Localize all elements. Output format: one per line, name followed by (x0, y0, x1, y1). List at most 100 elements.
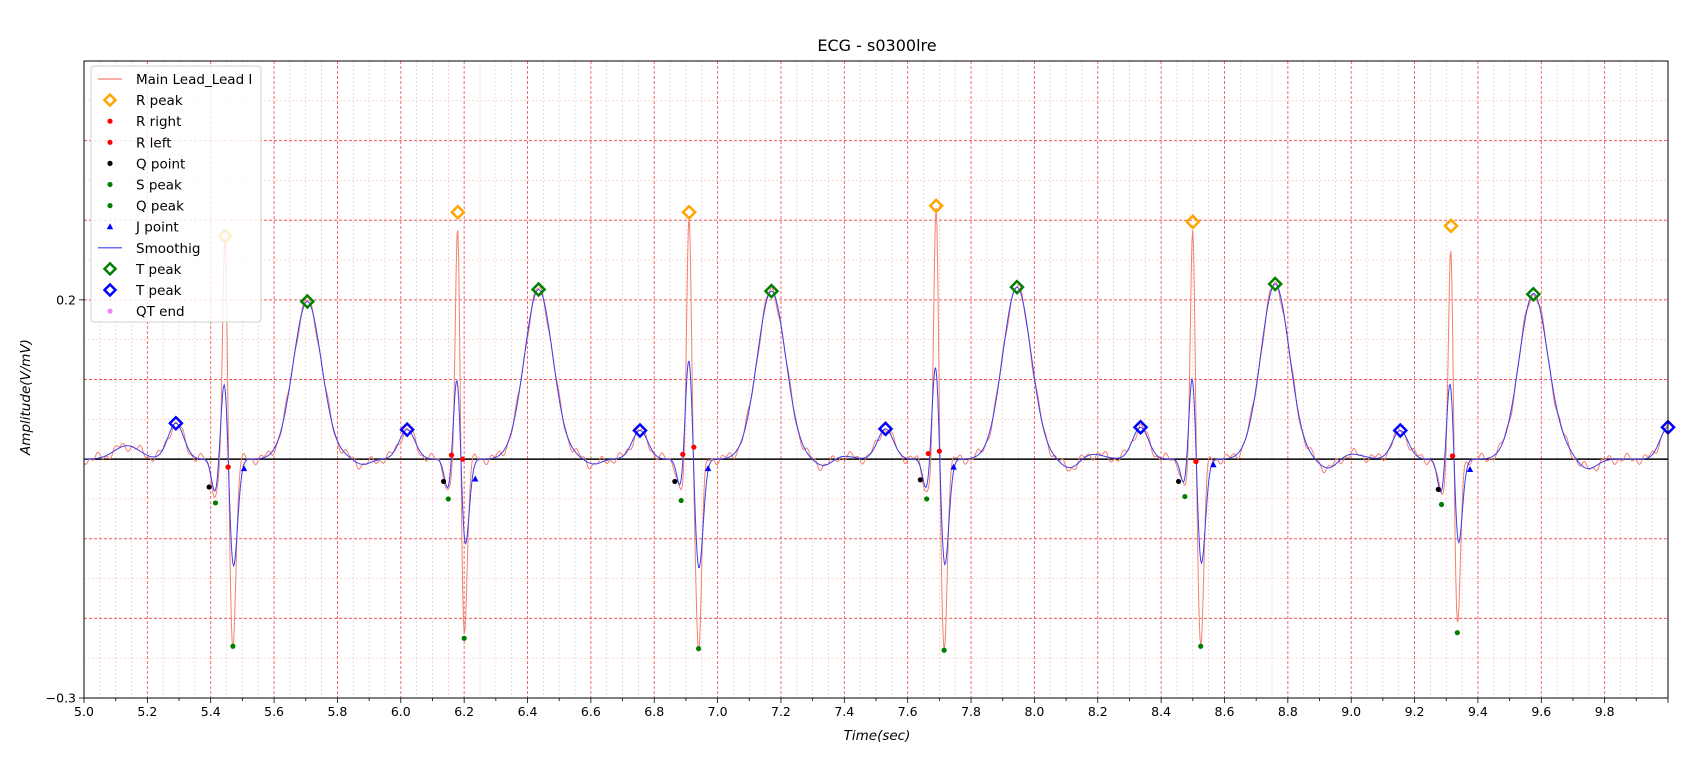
x-tick-label: 5.0 (74, 704, 94, 719)
x-tick-label: 5.2 (137, 704, 157, 719)
t-peak-marker-blue (1392, 422, 1409, 439)
x-tick-label: 9.8 (1595, 704, 1615, 719)
t-peak-marker-blue (1132, 419, 1149, 436)
s-peak-marker (1198, 643, 1204, 649)
legend-label: S peak (136, 178, 182, 194)
r-right-marker (691, 444, 697, 450)
q-peak-marker (212, 500, 219, 506)
r-left-marker (925, 450, 931, 457)
legend-label: Main Lead_Lead I (136, 72, 252, 88)
t-peak-marker-green (299, 293, 316, 310)
grid (83, 60, 1669, 699)
s-peak-marker (1454, 630, 1460, 636)
legend-label: QT end (136, 304, 185, 320)
legend-label: T peak (135, 283, 182, 299)
x-tick-label: 7.0 (708, 704, 728, 719)
legend-dot-swatch (107, 160, 113, 166)
x-tick-label: 7.8 (961, 704, 981, 719)
legend-box (90, 65, 262, 323)
x-tick-label: 9.6 (1531, 704, 1551, 719)
axes: 5.0 5.2 5.4 5.6 5.8 6.0 6.2 6.4 6.6 6.8 7.0 7.2 7.4 7… (46, 60, 1669, 719)
r-peak-marker (450, 204, 466, 221)
x-tick-label: 9.2 (1405, 704, 1425, 719)
x-tick-label: 6.2 (454, 704, 474, 719)
x-tick-label: 7.2 (771, 704, 791, 719)
legend-dot-swatch (107, 139, 113, 145)
r-peak-marker (681, 204, 697, 221)
t-peak-marker-blue (168, 415, 184, 432)
marker-layer (168, 198, 1676, 653)
legend-label: J point (135, 220, 179, 236)
legend-label: R left (136, 135, 172, 151)
s-peak-marker (941, 647, 947, 653)
t-peak-marker-green (763, 283, 780, 299)
r-right-marker (936, 448, 942, 454)
j-point-marker (1210, 461, 1217, 468)
legend-label: R right (136, 114, 181, 130)
q-point-marker (1435, 486, 1441, 492)
y-tick-label: −0.3 (46, 691, 76, 706)
x-tick-label: 9.4 (1468, 704, 1488, 719)
q-peak-marker (924, 496, 930, 502)
j-point-marker (704, 465, 712, 472)
q-point-marker (440, 478, 447, 485)
r-right-marker (1193, 458, 1199, 465)
x-tick-label: 6.4 (518, 704, 538, 719)
legend-dot-swatch (107, 308, 113, 314)
legend-label: R peak (136, 93, 183, 109)
x-axis-label: Time(sec) (844, 728, 911, 744)
x-tick-label: 8.2 (1088, 704, 1108, 719)
r-left-marker (448, 452, 455, 458)
legend-diamond-swatch (102, 261, 118, 277)
t-peak-marker-green (1267, 276, 1283, 292)
r-peak-marker (928, 198, 944, 214)
t-peak-marker-green (1009, 279, 1025, 295)
q-point-marker (206, 484, 212, 490)
j-point-marker (472, 475, 479, 482)
legend-triangle-swatch (106, 223, 114, 230)
q-point-marker (1175, 478, 1182, 485)
r-right-marker (225, 464, 231, 470)
t-peak-marker-blue (632, 422, 648, 439)
q-peak-marker (678, 497, 684, 504)
legend-diamond-swatch (102, 92, 118, 108)
legend-dot-swatch (107, 118, 113, 124)
x-tick-label: 8.0 (1024, 704, 1044, 719)
x-tick-label: 8.4 (1151, 704, 1171, 719)
t-peak-marker-blue (399, 421, 415, 438)
x-tick-label: 5.8 (327, 704, 347, 719)
legend-label: Q peak (136, 199, 184, 215)
x-tick-label: 5.6 (264, 704, 284, 719)
q-peak-marker (1438, 501, 1445, 508)
s-peak-marker (230, 643, 236, 649)
q-peak-marker (445, 496, 451, 502)
x-tick-label: 8.6 (1215, 704, 1235, 719)
j-point-marker (950, 463, 957, 470)
q-peak-marker (1182, 493, 1188, 500)
chart-title: ECG - s0300lre (817, 36, 936, 55)
x-tick-label: 7.6 (898, 704, 918, 719)
x-tick-label: 5.4 (201, 704, 221, 719)
t-peak-marker-green (1525, 286, 1542, 303)
y-tick-label: 0.2 (56, 292, 76, 307)
t-peak-marker-green (530, 281, 547, 298)
legend-label: Smoothig (136, 241, 200, 257)
q-point-marker (672, 478, 678, 485)
r-peak-marker (1443, 218, 1459, 234)
legend-label: T peak (135, 262, 182, 278)
y-axis-label: Amplitude(V/mV) (18, 339, 34, 456)
j-point-marker (1466, 465, 1474, 472)
x-tick-label: 6.6 (581, 704, 601, 719)
x-tick-label: 6.8 (644, 704, 664, 719)
legend-dot-swatch (107, 181, 113, 188)
q-point-marker (917, 477, 923, 483)
x-tick-label: 6.0 (391, 704, 411, 719)
j-point-marker (240, 465, 248, 472)
s-peak-marker (695, 646, 702, 652)
legend: Main Lead_Lead I R peak R right R left Q poi… (90, 65, 262, 323)
r-peak-marker (1185, 214, 1201, 230)
x-tick-label: 8.8 (1278, 704, 1298, 719)
t-peak-marker-blue (877, 421, 894, 437)
legend-label: Q point (136, 156, 185, 172)
